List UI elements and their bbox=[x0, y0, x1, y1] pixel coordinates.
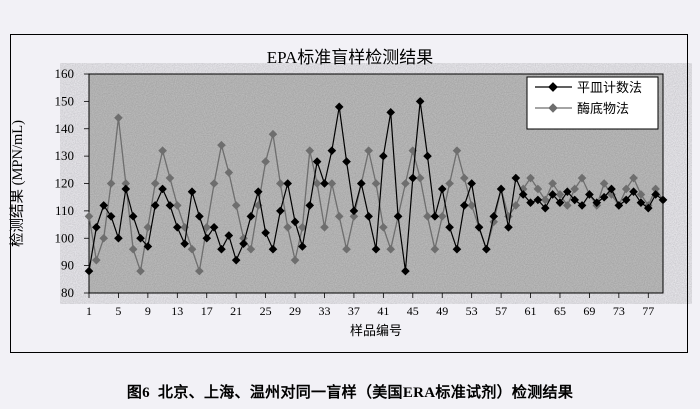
svg-text:样品编号: 样品编号 bbox=[350, 323, 402, 338]
svg-text:平皿计数法: 平皿计数法 bbox=[577, 80, 642, 95]
svg-text:45: 45 bbox=[407, 304, 419, 318]
svg-text:17: 17 bbox=[201, 304, 213, 318]
svg-text:53: 53 bbox=[466, 304, 478, 318]
svg-text:65: 65 bbox=[554, 304, 566, 318]
svg-text:5: 5 bbox=[115, 304, 121, 318]
svg-text:41: 41 bbox=[377, 304, 389, 318]
svg-text:90: 90 bbox=[61, 258, 74, 273]
svg-text:9: 9 bbox=[145, 304, 151, 318]
svg-text:25: 25 bbox=[260, 304, 272, 318]
svg-text:33: 33 bbox=[318, 304, 330, 318]
svg-text:1: 1 bbox=[86, 304, 92, 318]
svg-text:69: 69 bbox=[583, 304, 595, 318]
svg-text:61: 61 bbox=[525, 304, 537, 318]
svg-text:120: 120 bbox=[55, 176, 75, 191]
svg-text:140: 140 bbox=[55, 121, 75, 136]
svg-text:130: 130 bbox=[55, 148, 75, 163]
svg-text:检测结果 (MPN/mL): 检测结果 (MPN/mL) bbox=[9, 120, 26, 247]
svg-text:29: 29 bbox=[289, 304, 301, 318]
svg-text:57: 57 bbox=[495, 304, 507, 318]
svg-text:13: 13 bbox=[171, 304, 183, 318]
svg-text:160: 160 bbox=[55, 66, 75, 81]
svg-text:21: 21 bbox=[230, 304, 242, 318]
svg-text:100: 100 bbox=[55, 230, 75, 245]
svg-text:77: 77 bbox=[642, 304, 654, 318]
svg-text:49: 49 bbox=[436, 304, 448, 318]
svg-text:110: 110 bbox=[55, 203, 74, 218]
svg-text:150: 150 bbox=[55, 93, 75, 108]
svg-text:80: 80 bbox=[61, 285, 74, 300]
svg-text:37: 37 bbox=[348, 304, 360, 318]
svg-text:73: 73 bbox=[613, 304, 625, 318]
svg-text:酶底物法: 酶底物法 bbox=[577, 101, 629, 116]
